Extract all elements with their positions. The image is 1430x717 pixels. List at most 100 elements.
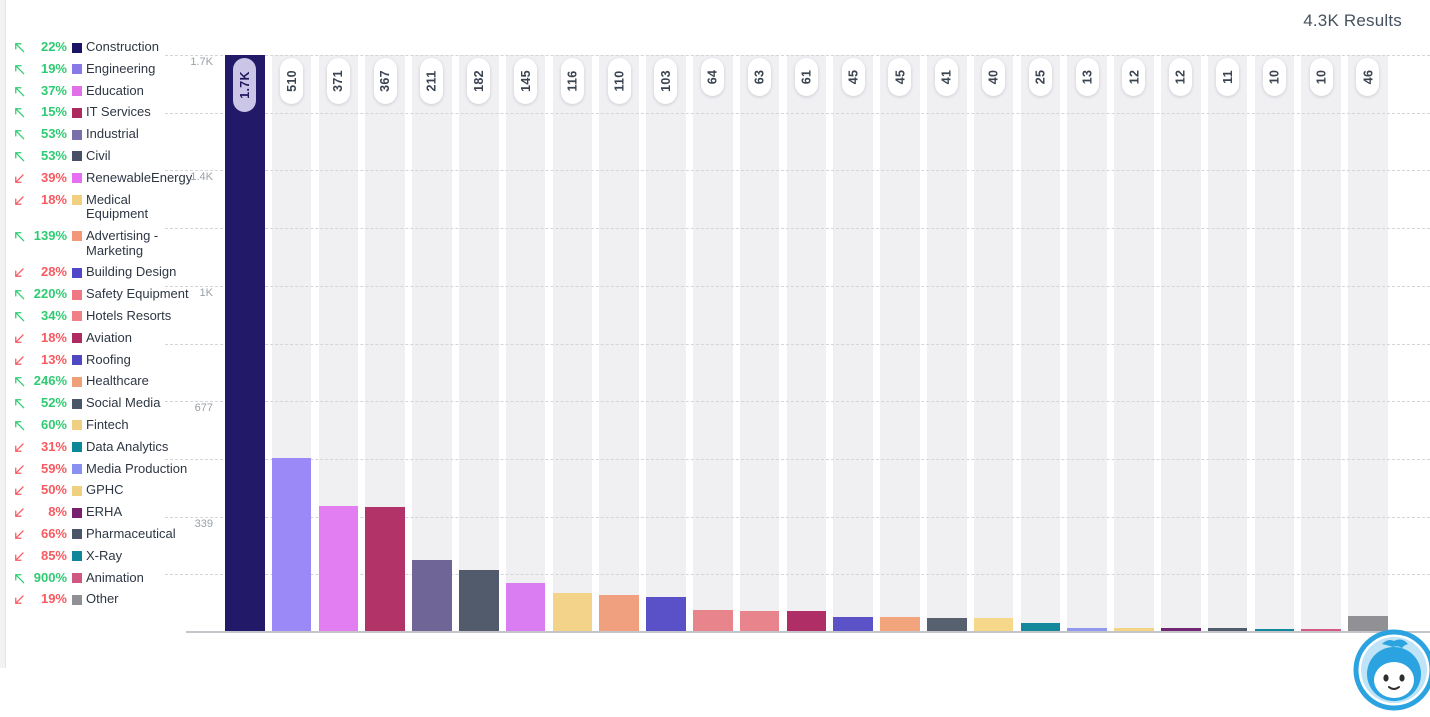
trend-percent: 19% (40, 591, 67, 607)
bar[interactable] (1161, 627, 1201, 632)
bar[interactable] (459, 570, 499, 632)
legend-item[interactable]: 31% Data Analytics (12, 439, 190, 455)
bar[interactable] (599, 594, 639, 632)
legend-label: Civil (86, 147, 111, 163)
bar-value-label: 41 (939, 69, 954, 85)
legend-item[interactable]: 246% Healthcare (12, 374, 190, 389)
bar-value-label: 45 (846, 69, 861, 85)
bar[interactable] (1301, 628, 1341, 632)
legend-item[interactable]: 900% Animation (12, 570, 190, 586)
legend-item[interactable]: 37% Education (12, 83, 190, 99)
legend-item[interactable]: 50% GPHC (12, 483, 190, 498)
legend-item[interactable]: 15% IT Services (12, 105, 190, 120)
legend-color-swatch (72, 173, 82, 184)
legend-item[interactable]: 85% X-Ray (12, 548, 190, 564)
bar-value-label: 61 (799, 69, 814, 85)
legend-item[interactable]: 18% Medical Equipment (12, 191, 190, 223)
trend-percent: 50% (40, 482, 67, 498)
x-axis-line (186, 631, 1430, 633)
gridline (165, 112, 1430, 114)
gridline (165, 170, 1430, 172)
legend-item[interactable]: 19% Other (12, 592, 190, 607)
chat-assistant-button[interactable] (1352, 628, 1430, 712)
legend-label: Roofing (86, 351, 131, 367)
legend-item[interactable]: 22% Construction (12, 39, 190, 55)
bar[interactable] (646, 596, 686, 632)
legend-item[interactable]: 139% Advertising - Marketing (12, 227, 190, 259)
bar[interactable] (271, 458, 312, 632)
legend-item[interactable]: 13% Roofing (12, 351, 190, 368)
bar[interactable] (1254, 628, 1295, 632)
legend-color-swatch (72, 398, 82, 409)
legend-color-swatch (72, 573, 82, 584)
bar-value-pill: 12 (1169, 58, 1193, 96)
bar[interactable] (1020, 623, 1061, 632)
bar-chart: 1.7K 1.4K 1K 677 339 1.7K 510 371 367 211 182 145 11… (150, 55, 1430, 633)
legend-item[interactable]: 53% Industrial (12, 126, 190, 142)
bar[interactable] (1067, 627, 1107, 632)
bar[interactable] (693, 610, 733, 632)
bar[interactable] (833, 616, 873, 632)
trend-percent: 18% (40, 191, 67, 207)
y-axis-tick: 339 (150, 514, 216, 532)
trend-down-icon (12, 353, 27, 368)
bar-value-pill: 10 (1262, 58, 1286, 96)
bar[interactable] (786, 611, 827, 632)
bar[interactable] (318, 505, 359, 632)
legend-color-swatch (72, 311, 82, 322)
bar[interactable] (927, 618, 967, 632)
trend-up-icon (12, 62, 27, 77)
bar[interactable] (973, 618, 1014, 632)
bar-value-label: 12 (1173, 69, 1188, 85)
legend-item[interactable]: 53% Civil (12, 147, 190, 164)
bar-value-pill: 182 (467, 58, 491, 104)
legend-label: RenewableEnergy (86, 169, 193, 185)
bar[interactable] (225, 55, 265, 632)
bar[interactable] (412, 560, 452, 632)
legend-item[interactable]: 220% Safety Equipment (12, 286, 190, 302)
bar-value-pill: 46 (1356, 58, 1380, 96)
bar[interactable] (1207, 628, 1248, 632)
legend-item[interactable]: 28% Building Design (12, 265, 190, 280)
results-count: 4.3K Results (1303, 11, 1402, 30)
bar-value-label: 367 (378, 70, 393, 92)
bar[interactable] (1348, 616, 1388, 632)
trend-percent: 53% (40, 126, 67, 142)
bar-value-label: 45 (892, 69, 907, 85)
legend-color-swatch (72, 376, 82, 387)
legend-item[interactable]: 52% Social Media (12, 395, 190, 411)
legend-item[interactable]: 34% Hotels Resorts (12, 307, 190, 324)
legend-item[interactable]: 60% Fintech (12, 416, 190, 433)
bar[interactable] (1114, 627, 1154, 632)
trend-percent: 60% (40, 416, 67, 432)
bar-value-label: 12 (1126, 69, 1141, 85)
bar-value-label: 40 (986, 69, 1001, 85)
bar[interactable] (739, 610, 780, 632)
legend-label: Industrial (86, 126, 139, 142)
trend-up-icon (12, 571, 27, 586)
legend-label: Fintech (86, 416, 129, 432)
legend-color-swatch (72, 231, 82, 242)
trend-percent: 28% (40, 264, 67, 280)
legend-item[interactable]: 8% ERHA (12, 504, 190, 520)
trend-percent: 53% (40, 147, 67, 163)
gridline (165, 574, 1430, 576)
trend-percent: 34% (40, 307, 67, 323)
legend-color-swatch (72, 507, 82, 518)
bar[interactable] (552, 592, 593, 632)
legend-item[interactable]: 66% Pharmaceutical (12, 526, 190, 542)
trend-down-icon (12, 549, 27, 564)
bar[interactable] (505, 582, 546, 632)
legend-item[interactable]: 39% RenewableEnergy (12, 169, 193, 186)
legend-item[interactable]: 18% Aviation (12, 330, 190, 346)
legend-item[interactable]: 19% Engineering (12, 61, 190, 77)
legend-color-swatch (72, 129, 82, 140)
bar[interactable] (880, 616, 920, 632)
trend-percent: 139% (33, 227, 67, 243)
bar[interactable] (365, 507, 405, 632)
bar-value-label: 103 (658, 70, 673, 92)
trend-down-icon (12, 592, 27, 607)
bar-value-pill: 61 (794, 58, 818, 96)
trend-down-icon (12, 193, 27, 208)
legend-item[interactable]: 59% Media Production (12, 461, 190, 477)
